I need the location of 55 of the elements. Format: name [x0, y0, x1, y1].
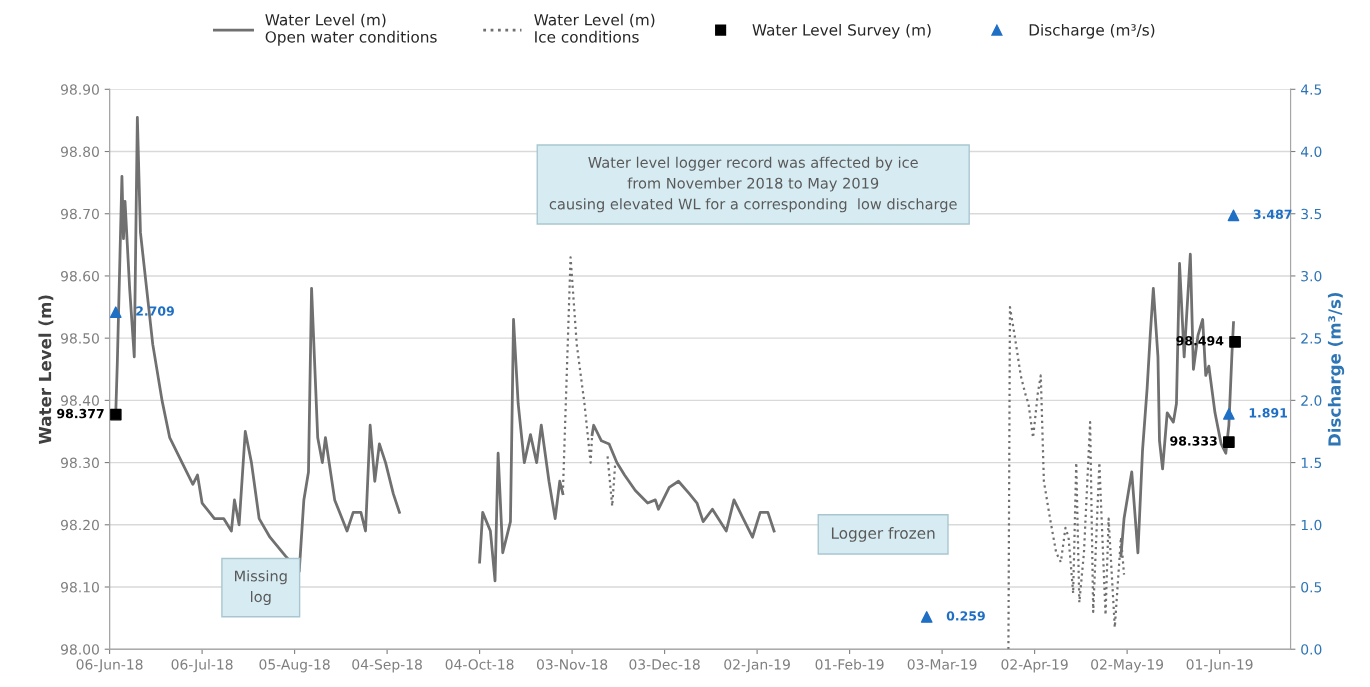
- y2-tick-label: 1.0: [1301, 519, 1322, 531]
- legend-label: Water Level (m) Open water conditions: [265, 13, 437, 46]
- x-tick-label: 01-Jun-19: [1186, 659, 1253, 673]
- legend-label: Water Level Survey (m): [752, 23, 931, 39]
- y2-tick-label: 3.0: [1301, 270, 1322, 282]
- point: [1227, 209, 1240, 222]
- point: [1223, 436, 1235, 448]
- x-tick-label: 02-Apr-19: [1001, 659, 1068, 673]
- y-tick-label: 98.50: [60, 333, 99, 344]
- point: [920, 611, 933, 623]
- legend-label: Discharge (m³/s): [1029, 23, 1155, 39]
- y2-tick-label: 3.5: [1301, 208, 1322, 220]
- y-tick-label: 98.90: [60, 84, 99, 95]
- data-label: 1.891: [1249, 408, 1287, 418]
- data-label: 98.377: [57, 408, 104, 419]
- x-tick-label: 04-Sep-18: [352, 659, 422, 673]
- point: [1229, 336, 1241, 348]
- x-tick-label: 03-Nov-18: [536, 659, 608, 670]
- data-label: 98.494: [1176, 336, 1224, 346]
- y-tick-label: 98.10: [60, 581, 99, 593]
- y2-tick-label: 4.5: [1300, 84, 1322, 95]
- annotation: Water level logger record was affected by ice from November 2018 to May 2019 causing elevated WL for a corresponding low discharge: [549, 156, 957, 213]
- y-axis-title: Water Level (m): [38, 295, 54, 445]
- y-tick-label: 98.80: [60, 146, 99, 157]
- x-tick-label: 04-Oct-18: [445, 659, 514, 670]
- data-label: 0.259: [946, 611, 985, 621]
- y2-axis-title: Discharge (m³/s): [1327, 292, 1345, 446]
- data-label: 3.487: [1253, 209, 1292, 219]
- y-tick-label: 98.00: [60, 644, 99, 655]
- point: [109, 408, 122, 421]
- x-tick-label: 05-Aug-18: [259, 659, 330, 673]
- y-tick-label: 98.30: [60, 457, 99, 469]
- annotation: Missing log: [235, 570, 287, 606]
- y2-tick-label: 0.0: [1301, 644, 1322, 655]
- y-tick-label: 98.20: [60, 519, 99, 531]
- annotation: Logger frozen: [831, 527, 935, 542]
- point: [109, 306, 122, 318]
- y2-tick-label: 2.0: [1301, 395, 1322, 406]
- x-tick-label: 06-Jun-18: [76, 659, 143, 673]
- point: [1223, 408, 1235, 420]
- x-tick-label: 03-Mar-19: [907, 659, 977, 670]
- x-tick-label: 06-Jul-18: [171, 658, 233, 673]
- y2-tick-label: 0.5: [1301, 581, 1322, 593]
- y2-tick-label: 2.5: [1301, 333, 1322, 344]
- y2-tick-label: 1.5: [1301, 457, 1322, 469]
- x-tick-label: 02-Jan-19: [724, 659, 790, 673]
- legend-label: Water Level (m) Ice conditions: [534, 13, 655, 43]
- y-tick-label: 98.40: [60, 395, 99, 406]
- y-tick-label: 98.70: [60, 208, 99, 220]
- y2-tick-label: 4.0: [1300, 146, 1322, 157]
- x-tick-label: 03-Dec-18: [629, 659, 700, 670]
- data-label: 98.333: [1170, 436, 1217, 446]
- x-tick-label: 02-May-19: [1091, 659, 1164, 673]
- x-tick-label: 01-Feb-19: [815, 658, 884, 670]
- y-tick-label: 98.60: [60, 270, 99, 282]
